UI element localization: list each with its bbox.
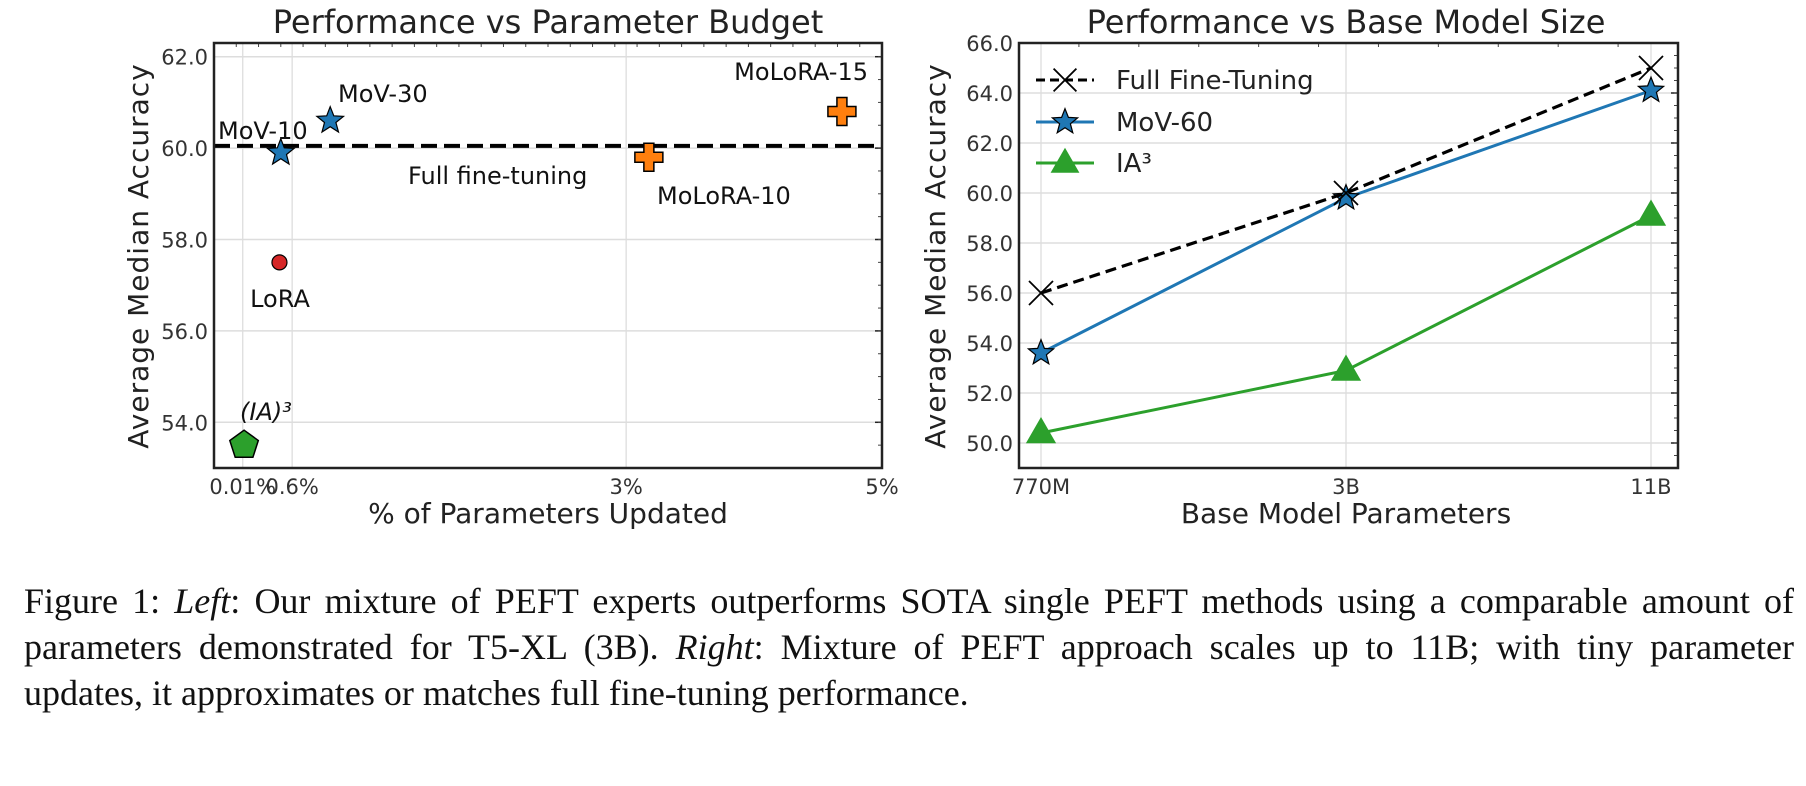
data-point: [1026, 338, 1056, 366]
left-x-axis-label: % of Parameters Updated: [368, 497, 728, 530]
y-tick-label: 56.0: [161, 320, 208, 344]
x-marker-stroke: [1028, 280, 1054, 306]
right-y-axis-label: Average Median Accuracy: [919, 63, 952, 448]
y-tick-label: 58.0: [966, 232, 1013, 256]
legend-item: MoV-60: [1036, 107, 1213, 138]
legend-marker-icon: [1052, 67, 1078, 93]
marker--ia-: [228, 429, 260, 459]
caption-figure-label: Figure 1:: [24, 581, 161, 621]
point-label: MoV-10: [218, 117, 308, 145]
marker-mov-10: [265, 137, 296, 166]
y-tick-label: 66.0: [966, 32, 1013, 56]
right-y-ticks: 50.0 52.0 54.0 56.0 58.0 60.0 62.0 64.0 66.0: [966, 32, 1013, 456]
figure: Performance vs Parameter Budget 54.0 56.0…: [122, 3, 1680, 530]
right-x-axis-label: Base Model Parameters: [1181, 497, 1511, 530]
data-point: [1333, 180, 1359, 206]
point-label: MoV-30: [338, 80, 428, 108]
x-tick-label: 0.01%: [209, 475, 276, 499]
x-marker-stroke: [1052, 67, 1078, 93]
caption-right-label: Right: [675, 627, 754, 667]
left-y-ticks: 54.0 56.0 58.0 60.0 62.0: [161, 46, 208, 436]
figure-caption: Figure 1: Left: Our mixture of PEFT expe…: [24, 578, 1794, 716]
point-label: MoLoRA-10: [657, 182, 791, 210]
legend-label: IA³: [1116, 149, 1152, 179]
right-grid: [1019, 42, 1678, 469]
caption-left-text: : Our mixture of PEFT experts outperform…: [24, 581, 1794, 667]
legend: Full Fine-Tuning MoV-60 IA³: [1036, 66, 1314, 179]
point-label: MoLoRA-15: [734, 58, 868, 86]
x-tick-label: 770M: [1012, 475, 1070, 499]
caption-right-text: : Mixture of PEFT approach scales up to …: [24, 627, 1794, 713]
left-grid: [214, 43, 883, 469]
legend-item: IA³: [1036, 147, 1152, 179]
series-line-full-fine-tuning: [1040, 66, 1652, 295]
right-chart-title: Performance vs Base Model Size: [1087, 3, 1606, 41]
y-tick-label: 60.0: [161, 137, 208, 161]
y-tick-label: 50.0: [966, 432, 1013, 456]
y-tick-label: 58.0: [161, 229, 208, 253]
x-tick-label: 3%: [609, 475, 642, 499]
right-x-ticks: 770M 3B 11B: [1012, 475, 1672, 499]
right-chart-base-model-size: Performance vs Base Model Size 50.052.05…: [919, 3, 1680, 530]
marker-molora-15: [827, 96, 857, 127]
x-tick-label: 5%: [865, 475, 898, 499]
y-tick-label: 54.0: [161, 411, 208, 435]
data-point: [1638, 55, 1664, 81]
y-tick-label: 62.0: [161, 46, 208, 70]
marker-lora: [271, 254, 288, 271]
data-point: [1635, 199, 1667, 226]
point-label: (IA)³: [240, 398, 292, 426]
point-label: LoRA: [250, 285, 310, 313]
marker-molora-10: [634, 142, 664, 172]
left-plot-frame: [212, 41, 884, 470]
y-tick-label: 54.0: [966, 332, 1013, 356]
legend-item: Full Fine-Tuning: [1036, 66, 1314, 96]
data-point: [1025, 416, 1057, 444]
data-point: [1331, 183, 1361, 211]
right-series: [1025, 55, 1667, 444]
left-x-ticks: 0.01%0.6% 3% 5%: [209, 475, 898, 499]
caption-left-label: Left: [174, 581, 231, 621]
left-chart-title: Performance vs Parameter Budget: [273, 3, 823, 41]
x-tick-label: 11B: [1630, 475, 1671, 499]
legend-marker-icon: [1050, 147, 1080, 173]
right-plot-frame: [1017, 41, 1680, 470]
x-marker-stroke: [1333, 180, 1359, 206]
data-point: [1330, 354, 1362, 381]
legend-label: Full Fine-Tuning: [1116, 66, 1314, 96]
left-points: MoV-10 MoV-30 MoLoRA-10 MoLoRA-15 LoRA (IA)³: [218, 58, 868, 459]
x-marker-stroke: [1638, 55, 1664, 81]
legend-marker-icon: [1050, 107, 1080, 135]
y-tick-label: 56.0: [966, 282, 1013, 306]
y-tick-label: 52.0: [966, 382, 1013, 406]
y-tick-label: 60.0: [966, 182, 1013, 206]
x-tick-label: 3B: [1332, 475, 1360, 499]
x-tick-label: 0.6%: [265, 475, 318, 499]
legend-label: MoV-60: [1116, 108, 1213, 138]
full-fine-tuning-label: Full fine-tuning: [408, 162, 587, 190]
y-tick-label: 64.0: [966, 82, 1013, 106]
left-y-axis-label: Average Median Accuracy: [122, 63, 155, 448]
data-point: [1636, 75, 1666, 103]
left-chart-parameter-budget: Performance vs Parameter Budget 54.0 56.0…: [122, 3, 899, 530]
y-tick-label: 62.0: [966, 132, 1013, 156]
marker-mov-30: [315, 105, 346, 134]
data-point: [1028, 280, 1054, 306]
